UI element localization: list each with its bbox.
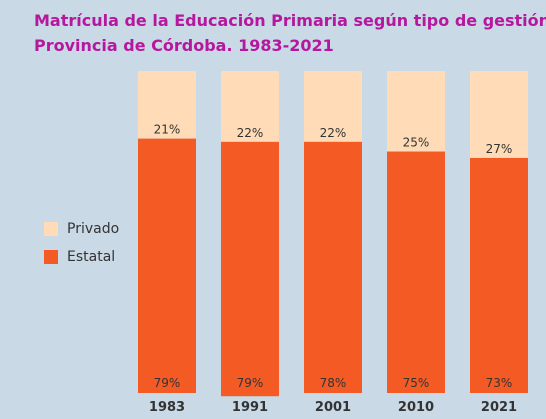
x-tick-label-2010: 2010	[398, 400, 434, 415]
bar-privado-2001	[304, 71, 362, 142]
data-label-privado-1991: 22%	[237, 126, 264, 140]
x-tick-label-2021: 2021	[481, 400, 517, 415]
legend-swatch-privado	[44, 222, 58, 236]
bar-privado-2021	[470, 71, 528, 158]
data-label-privado-1983: 21%	[154, 123, 181, 137]
data-label-estatal-2010: 75%	[403, 376, 430, 390]
legend-swatch-estatal	[44, 250, 58, 264]
data-label-estatal-1991: 79%	[237, 376, 264, 390]
x-tick-label-2001: 2001	[315, 400, 351, 415]
bar-estatal-2001	[304, 141, 362, 393]
data-label-estatal-2021: 73%	[486, 376, 513, 390]
x-tick-label-1991: 1991	[232, 400, 268, 415]
legend-label-privado: Privado	[67, 221, 120, 237]
bar-privado-1991	[221, 71, 279, 142]
data-label-privado-2010: 25%	[403, 136, 430, 150]
bar-privado-1983	[138, 71, 196, 139]
x-tick-label-1983: 1983	[149, 400, 185, 415]
chart-title: Matrícula de la Educación Primaria según…	[34, 8, 546, 58]
legend-item-estatal: Estatal	[44, 247, 119, 267]
bar-estatal-1991	[221, 141, 279, 397]
data-label-privado-2021: 27%	[486, 142, 513, 156]
legend-item-privado: Privado	[44, 219, 119, 239]
data-label-estatal-1983: 79%	[154, 376, 181, 390]
bar-privado-2010	[387, 71, 445, 152]
chart-legend: Privado Estatal	[44, 219, 119, 275]
data-label-privado-2001: 22%	[320, 126, 347, 140]
chart-title-line2: Provincia de Córdoba. 1983-2021	[34, 36, 334, 55]
bar-estatal-2010	[387, 151, 445, 393]
bar-estatal-1983	[138, 138, 196, 393]
bar-estatal-2021	[470, 157, 528, 393]
chart-title-line1: Matrícula de la Educación Primaria según…	[34, 11, 546, 30]
legend-label-estatal: Estatal	[67, 249, 116, 265]
data-label-estatal-2001: 78%	[320, 376, 347, 390]
